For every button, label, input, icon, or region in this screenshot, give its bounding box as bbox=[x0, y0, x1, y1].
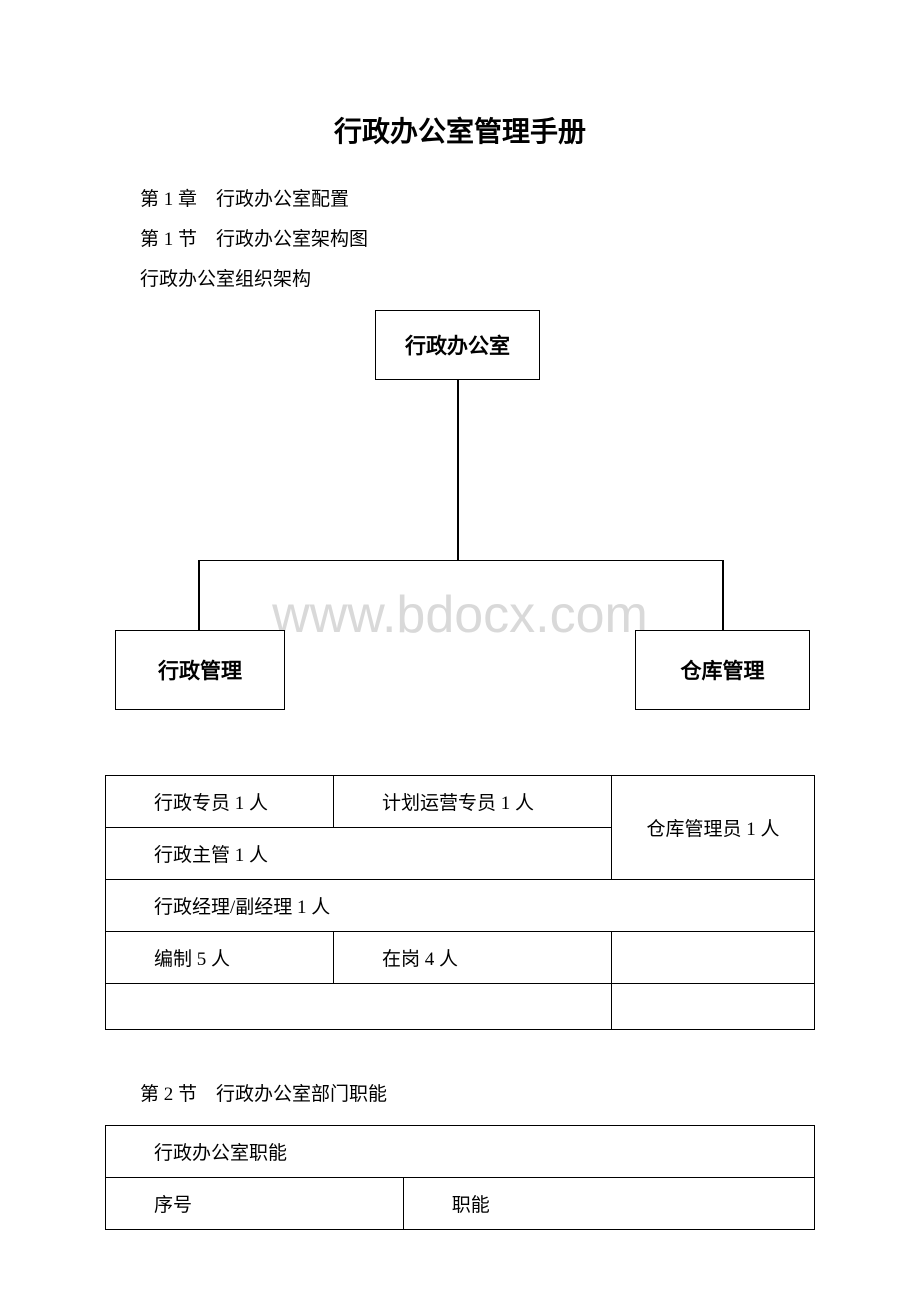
org-left-node: 行政管理 bbox=[115, 630, 285, 710]
table-cell: 计划运营专员 1 人 bbox=[333, 775, 611, 827]
table-cell bbox=[106, 983, 612, 1029]
section1-heading: 第 1 节 行政办公室架构图 bbox=[105, 220, 815, 260]
org-connector-line bbox=[198, 560, 723, 562]
table-row: 行政专员 1 人 计划运营专员 1 人 仓库管理员 1 人 bbox=[106, 775, 815, 827]
table-cell bbox=[612, 931, 815, 983]
table-row bbox=[106, 983, 815, 1029]
page-container: 行政办公室管理手册 第 1 章 行政办公室配置 第 1 节 行政办公室架构图 行… bbox=[0, 0, 920, 1290]
org-connector-line bbox=[722, 560, 724, 630]
table-row: 行政经理/副经理 1 人 bbox=[106, 879, 815, 931]
table-cell: 仓库管理员 1 人 bbox=[612, 775, 815, 879]
table-cell: 职能 bbox=[403, 1177, 814, 1229]
table-cell bbox=[612, 983, 815, 1029]
table-row: 编制 5 人 在岗 4 人 bbox=[106, 931, 815, 983]
document-title: 行政办公室管理手册 bbox=[105, 110, 815, 150]
function-table: 行政办公室职能 序号 职能 bbox=[105, 1125, 815, 1230]
table-cell: 行政专员 1 人 bbox=[106, 775, 334, 827]
org-root-node: 行政办公室 bbox=[375, 310, 540, 380]
table-cell: 行政经理/副经理 1 人 bbox=[106, 879, 815, 931]
table-cell: 编制 5 人 bbox=[106, 931, 334, 983]
table-cell: 在岗 4 人 bbox=[333, 931, 611, 983]
org-connector-line bbox=[457, 380, 459, 560]
org-right-node: 仓库管理 bbox=[635, 630, 810, 710]
table-header-cell: 行政办公室职能 bbox=[106, 1125, 815, 1177]
staff-table: 行政专员 1 人 计划运营专员 1 人 仓库管理员 1 人 行政主管 1 人 行… bbox=[105, 775, 815, 1030]
org-connector-line bbox=[198, 560, 200, 630]
table-row: 序号 职能 bbox=[106, 1177, 815, 1229]
table-cell: 行政主管 1 人 bbox=[106, 827, 612, 879]
section2-heading: 第 2 节 行政办公室部门职能 bbox=[105, 1075, 815, 1115]
table-cell: 序号 bbox=[106, 1177, 404, 1229]
chapter-heading: 第 1 章 行政办公室配置 bbox=[105, 180, 815, 220]
org-subtitle: 行政办公室组织架构 bbox=[105, 260, 815, 300]
org-chart: 行政办公室 行政管理 仓库管理 bbox=[105, 310, 815, 740]
table-row: 行政办公室职能 bbox=[106, 1125, 815, 1177]
